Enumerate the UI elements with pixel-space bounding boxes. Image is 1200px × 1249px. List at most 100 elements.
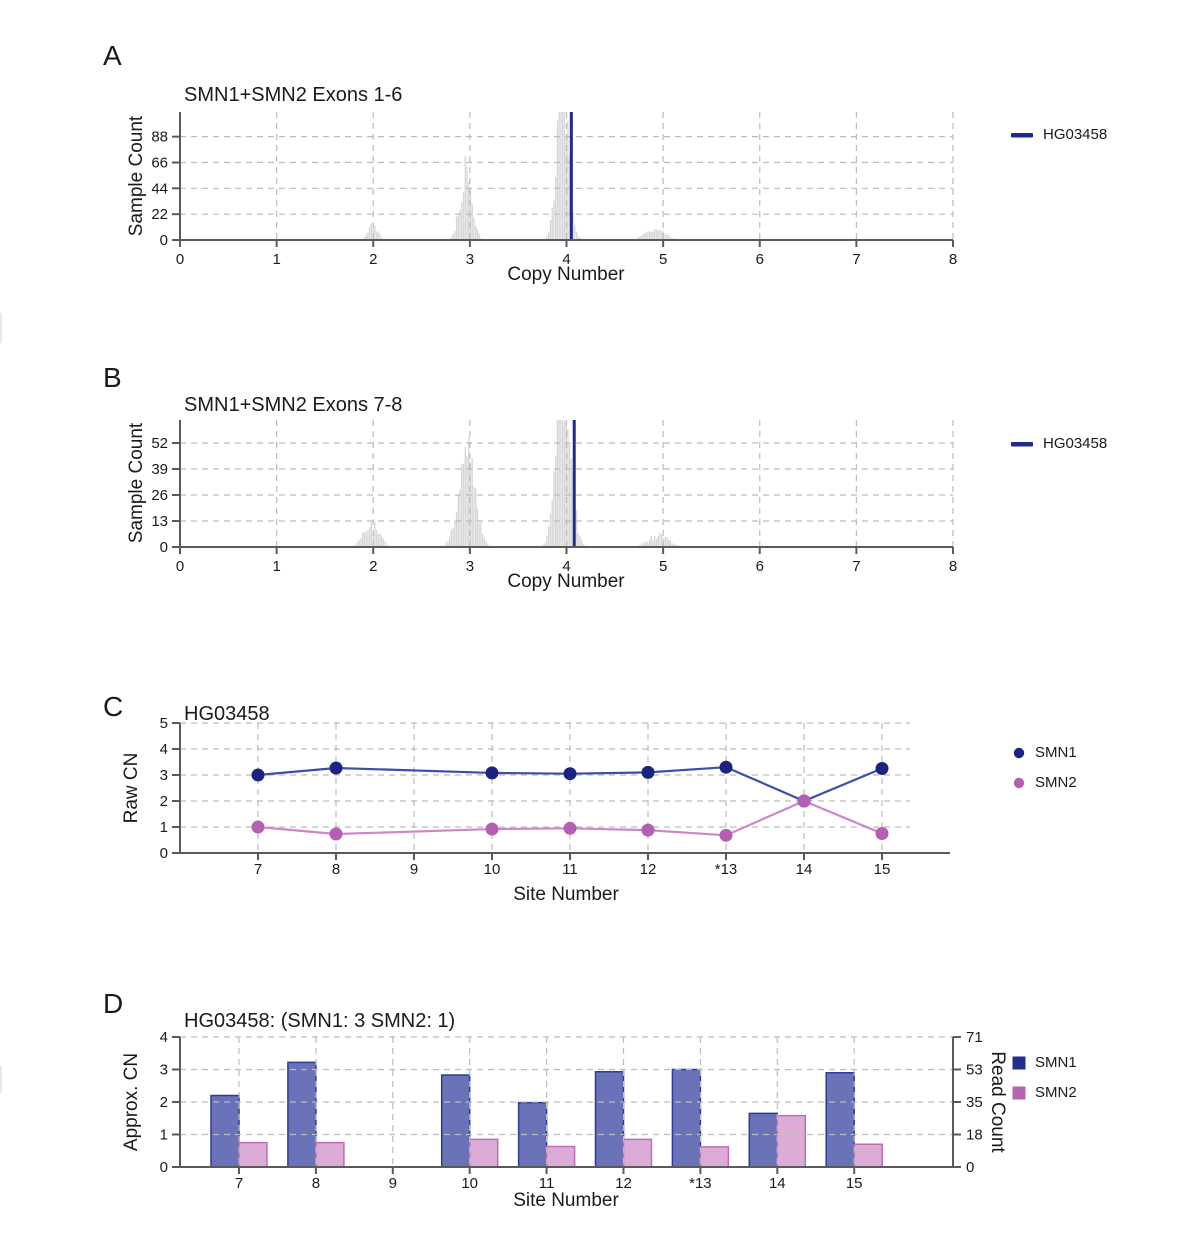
tick-label: 1 — [160, 819, 168, 836]
histogram-bar — [365, 531, 367, 547]
tick-label: 7 — [254, 861, 262, 878]
histogram-bar — [445, 542, 447, 547]
tick-label: 3 — [466, 558, 474, 575]
histogram-bar — [575, 231, 578, 240]
histogram-bar — [542, 544, 545, 547]
histogram-bar — [382, 539, 385, 547]
panel-d-legend: SMN1 SMN2 — [1012, 1054, 1077, 1101]
histogram-bar — [572, 212, 574, 240]
histogram-bar — [374, 521, 376, 547]
histogram-bar — [575, 509, 578, 547]
histogram-bar — [567, 428, 569, 547]
smn1-data-point — [719, 760, 733, 774]
histogram-bar — [647, 231, 649, 240]
histogram-bar — [666, 537, 668, 547]
panel-c-x-axis-label: Site Number — [513, 884, 619, 905]
panel-a-x-axis-label: Copy Number — [507, 264, 625, 285]
histogram-bar — [558, 420, 560, 547]
histogram-bar — [647, 542, 649, 547]
histogram-bar — [655, 229, 658, 240]
histogram-bar — [367, 530, 369, 547]
smn1-bar — [671, 1068, 702, 1168]
legend-label: HG03458 — [1043, 126, 1108, 143]
histogram-bar — [471, 204, 473, 240]
histogram-bar — [640, 544, 642, 547]
histogram-bar — [659, 229, 661, 240]
smn1-bar — [594, 1071, 625, 1168]
tick-label: 2 — [369, 251, 377, 268]
legend-item: SMN1 — [1012, 1054, 1077, 1071]
histogram-bar — [483, 538, 486, 547]
tick-label: 5 — [160, 715, 168, 732]
tick-label: 4 — [160, 741, 168, 758]
histogram-bar — [563, 421, 566, 547]
tick-label: 11 — [539, 1175, 555, 1192]
histogram-bar — [480, 522, 482, 547]
tick-label: 66 — [151, 154, 168, 171]
histogram-bar — [669, 540, 672, 547]
histogram-bar — [648, 539, 651, 547]
tick-label: 7 — [852, 251, 860, 268]
legend-item: SMN1 — [1012, 744, 1077, 761]
histogram-bar — [556, 420, 559, 547]
histogram-bar — [563, 112, 566, 240]
histogram-bar — [355, 544, 357, 547]
histogram-bar — [641, 234, 644, 240]
histogram-bar — [370, 223, 373, 240]
tick-label: 0 — [160, 232, 168, 249]
tick-label: 71 — [966, 1029, 983, 1046]
tick-label: 8 — [332, 861, 340, 878]
histogram-bar — [377, 533, 379, 547]
histogram-bar — [455, 511, 458, 547]
histogram-bar — [650, 535, 653, 547]
tick-label: 9 — [389, 1175, 397, 1192]
panel-b-y-axis-label: Sample Count — [126, 422, 147, 544]
histogram-bar — [386, 544, 388, 547]
smn2-bar — [545, 1145, 576, 1168]
tick-label: 14 — [769, 1175, 786, 1192]
smn1-data-point — [251, 768, 265, 782]
histogram-bar — [475, 488, 477, 547]
panel-a-y-axis-label: Sample Count — [126, 115, 147, 237]
tick-label: 4 — [562, 558, 570, 575]
histogram-bar — [372, 532, 374, 547]
histogram-bar — [379, 233, 381, 240]
histogram-bar — [450, 529, 453, 547]
histogram-bar — [654, 228, 656, 240]
legend-item: HG03458 — [1010, 435, 1107, 452]
histogram-bar — [544, 542, 546, 547]
smn1-square-marker-icon — [1012, 1056, 1026, 1069]
histogram-bar — [365, 234, 367, 240]
histogram-bar — [375, 529, 378, 547]
histogram-bar — [666, 233, 668, 240]
tick-label: 0 — [176, 251, 184, 268]
histogram-bar — [455, 216, 458, 240]
tick-label: 1 — [272, 558, 280, 575]
histogram-bar — [360, 538, 362, 547]
legend-label: HG03458 — [1043, 435, 1108, 452]
histogram-bar — [553, 471, 555, 547]
panel-d-y-axis-label-left: Approx. CN — [121, 1052, 142, 1152]
histogram-bar — [462, 463, 465, 547]
legend-item: SMN2 — [1012, 1084, 1077, 1101]
histogram-bar — [561, 420, 564, 547]
smn2-bar — [853, 1143, 883, 1168]
histogram-bar — [459, 489, 461, 547]
panel-b-title: SMN1+SMN2 Exons 7-8 — [184, 394, 403, 416]
scan-artifact — [0, 1066, 2, 1093]
tick-label: 4 — [160, 1029, 168, 1046]
histogram-bar — [643, 233, 646, 240]
legend-label: SMN1 — [1035, 744, 1077, 761]
histogram-bar — [375, 232, 378, 240]
smn2-bar — [468, 1138, 499, 1168]
histogram-bar — [668, 539, 670, 547]
histogram-bar — [570, 458, 573, 547]
histogram-bar — [549, 513, 552, 547]
tick-label: 39 — [151, 461, 168, 478]
histogram-bar — [664, 234, 666, 240]
smn2-line — [257, 799, 883, 837]
histogram-bar — [664, 537, 666, 547]
histogram-bar — [551, 500, 553, 547]
histogram-bar — [657, 230, 659, 240]
panel-c-title: HG03458 — [184, 703, 270, 725]
